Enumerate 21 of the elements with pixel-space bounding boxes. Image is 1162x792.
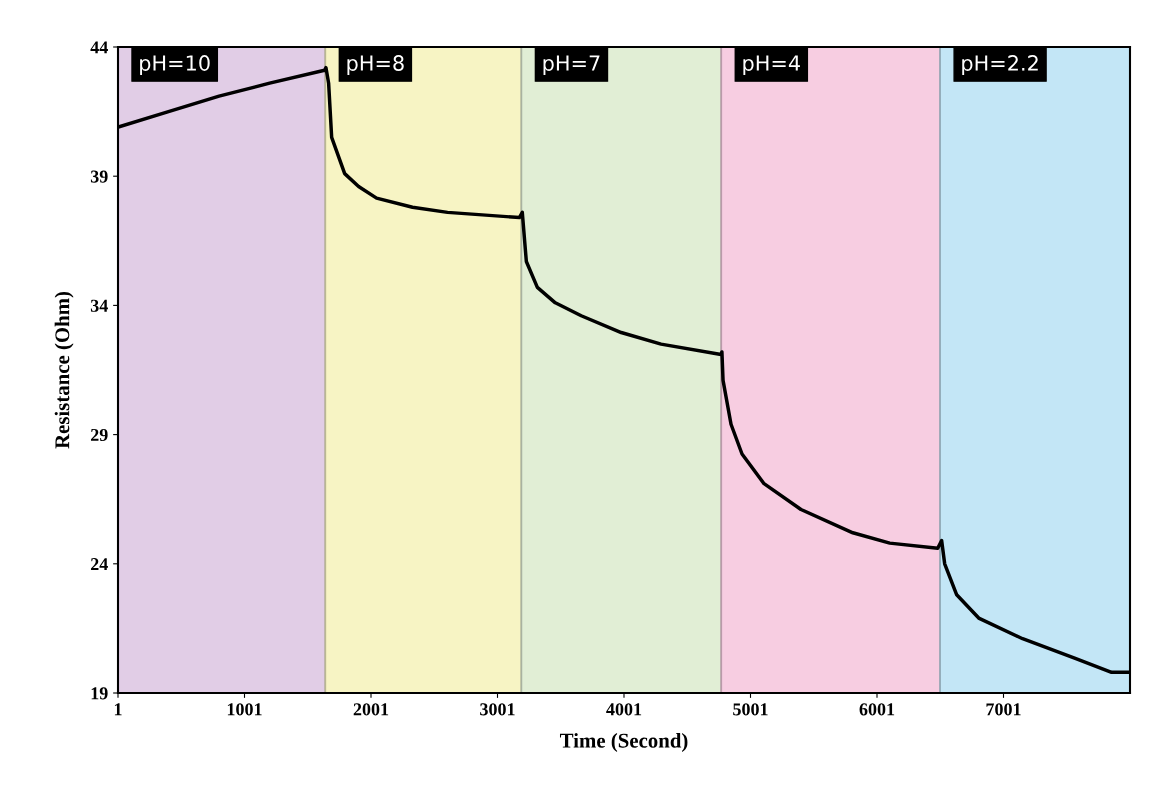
x-tick-label: 1001 bbox=[227, 703, 262, 716]
x-tick-label: 1 bbox=[114, 703, 122, 716]
x-tick-label: 5001 bbox=[733, 703, 768, 716]
band-label: pH=8 bbox=[347, 55, 404, 75]
x-axis-title: Time (Second) bbox=[559, 732, 688, 752]
y-tick-label: 44 bbox=[90, 41, 108, 54]
y-tick-label: 34 bbox=[90, 299, 108, 312]
x-tick-label: 2001 bbox=[353, 703, 389, 716]
band-label: pH=4 bbox=[743, 55, 800, 75]
x-tick-label: 7001 bbox=[986, 703, 1021, 716]
y-tick-label: 39 bbox=[90, 170, 108, 183]
band-label: pH=7 bbox=[543, 55, 600, 75]
band-label: pH=2.2 bbox=[962, 55, 1038, 75]
y-tick-label: 29 bbox=[90, 428, 108, 442]
y-axis-title: Resistance (Ohm) bbox=[54, 291, 74, 449]
band-label: pH=10 bbox=[140, 55, 210, 75]
x-tick-label: 3001 bbox=[480, 703, 515, 716]
x-tick-label: 4001 bbox=[606, 703, 642, 716]
y-tick-label: 19 bbox=[91, 687, 108, 700]
y-tick-label: 24 bbox=[90, 558, 108, 571]
x-tick-label: 6001 bbox=[859, 703, 895, 716]
